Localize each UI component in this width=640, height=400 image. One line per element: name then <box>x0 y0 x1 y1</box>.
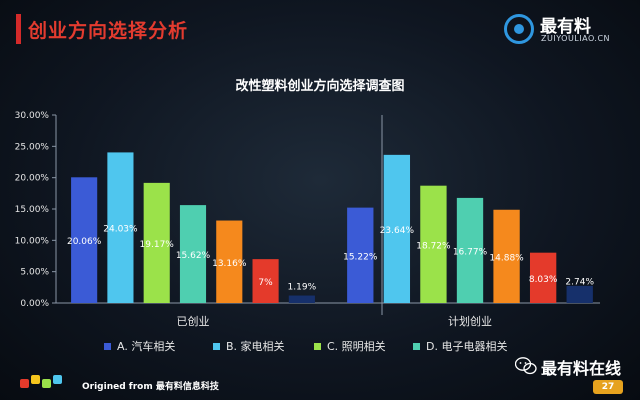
legend-swatch-a <box>104 342 111 350</box>
x-category-label: 已创业 <box>177 315 210 328</box>
wechat-account-name: 最有料在线 <box>541 359 622 378</box>
title-accent-bar <box>16 14 21 44</box>
bar <box>252 259 279 303</box>
footer-dot-icon <box>53 375 62 384</box>
legend-label-d: D. 电子电器相关 <box>426 340 508 353</box>
y-tick-label: 20.00% <box>15 174 50 184</box>
data-label: 13.16% <box>212 259 247 269</box>
bar <box>493 209 520 303</box>
bar <box>529 252 557 303</box>
legend-swatch-b <box>213 342 220 350</box>
header-bar: 创业方向选择分析 最有料 ZUIYOULIAO.CN <box>0 0 640 62</box>
chart-title: 改性塑料创业方向选择调查图 <box>235 79 405 94</box>
page-title: 创业方向选择分析 <box>28 20 189 42</box>
bar <box>383 154 411 303</box>
footer-dot-icon <box>20 379 29 388</box>
bar <box>179 205 207 303</box>
y-tick-label: 5.00% <box>20 268 49 278</box>
brand-name: 最有料 <box>540 17 591 37</box>
bar <box>143 182 170 303</box>
wechat-icon <box>515 357 537 375</box>
brand-url: ZUIYOULIAO.CN <box>541 34 611 43</box>
y-tick-label: 10.00% <box>15 236 50 246</box>
bar <box>216 220 243 303</box>
x-category-label: 计划创业 <box>448 315 492 328</box>
bar <box>420 185 447 303</box>
footer-dot-icon <box>42 379 51 388</box>
data-label: 8.03% <box>529 275 558 285</box>
chart-legend: A. 汽车相关 B. 家电相关 C. 照明相关 D. 电子电器相关 <box>0 338 640 354</box>
legend-item-b: B. 家电相关 <box>213 338 285 354</box>
legend-swatch-d <box>413 342 420 350</box>
footer-dot-icon <box>31 375 40 384</box>
data-label: 19.17% <box>140 240 175 250</box>
bar <box>107 152 134 303</box>
bar <box>456 197 484 303</box>
legend-item-c: C. 照明相关 <box>314 338 386 354</box>
legend-swatch-c <box>314 342 321 350</box>
brand-logo-block: 最有料 ZUIYOULIAO.CN <box>504 8 624 50</box>
y-tick-label: 15.00% <box>15 205 50 215</box>
data-label: 2.74% <box>565 277 594 287</box>
data-label: 23.64% <box>380 226 415 236</box>
data-label: 7% <box>258 278 273 288</box>
page-number-badge: 27 <box>593 380 623 394</box>
footer-source-text: Origined from 最有料信息科技 <box>82 382 219 392</box>
legend-label-c: C. 照明相关 <box>327 340 386 353</box>
data-label: 15.22% <box>343 252 378 262</box>
y-tick-label: 25.00% <box>15 142 50 152</box>
data-label: 18.72% <box>416 241 451 251</box>
bar <box>347 207 374 303</box>
footer-logo-icons <box>20 375 64 391</box>
data-label: 24.03% <box>103 225 138 235</box>
y-tick-label: 0.00% <box>20 299 49 309</box>
bar <box>566 285 593 303</box>
data-label: 14.88% <box>489 253 524 263</box>
data-label: 1.19% <box>288 282 317 292</box>
data-label: 15.62% <box>176 251 211 261</box>
data-label: 20.06% <box>67 237 102 247</box>
bar <box>71 177 98 303</box>
legend-label-a: A. 汽车相关 <box>117 340 176 353</box>
brand-logo-icon <box>504 14 534 44</box>
y-tick-label: 30.00% <box>15 111 50 121</box>
bar <box>288 295 315 303</box>
legend-item-d: D. 电子电器相关 <box>413 338 507 354</box>
data-label: 16.77% <box>453 247 488 257</box>
legend-label-b: B. 家电相关 <box>226 340 285 353</box>
legend-item-a: A. 汽车相关 <box>104 338 175 354</box>
